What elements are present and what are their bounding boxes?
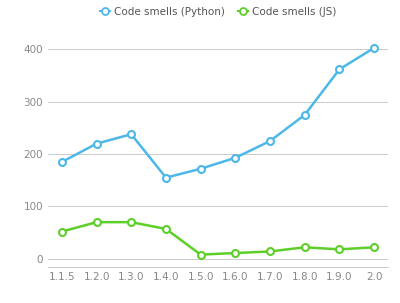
Code smells (JS): [268, 250, 272, 253]
Line: Code smells (Python): Code smells (Python): [58, 45, 378, 181]
Code smells (JS): [129, 220, 134, 224]
Code smells (Python): [372, 46, 376, 50]
Line: Code smells (JS): Code smells (JS): [58, 219, 378, 258]
Legend: Code smells (Python), Code smells (JS): Code smells (Python), Code smells (JS): [95, 2, 341, 21]
Code smells (JS): [198, 253, 203, 256]
Code smells (JS): [164, 227, 168, 231]
Code smells (JS): [337, 248, 342, 251]
Code smells (Python): [164, 176, 168, 179]
Code smells (Python): [60, 160, 64, 164]
Code smells (JS): [372, 245, 376, 249]
Code smells (Python): [337, 68, 342, 71]
Code smells (Python): [268, 139, 272, 143]
Code smells (JS): [302, 245, 307, 249]
Code smells (JS): [94, 220, 99, 224]
Code smells (Python): [233, 156, 238, 160]
Code smells (JS): [60, 230, 64, 233]
Code smells (JS): [233, 251, 238, 255]
Code smells (Python): [94, 142, 99, 145]
Code smells (Python): [198, 167, 203, 171]
Code smells (Python): [302, 113, 307, 117]
Code smells (Python): [129, 132, 134, 136]
